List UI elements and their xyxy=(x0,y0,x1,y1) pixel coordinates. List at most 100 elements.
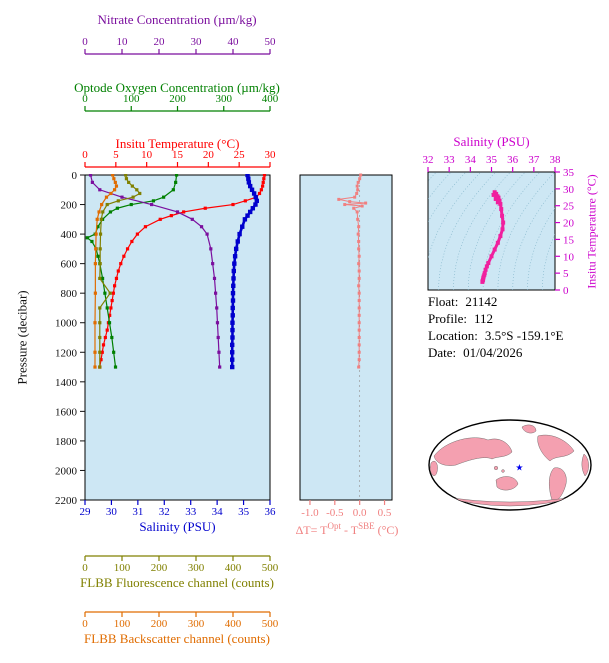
location-line: Location: 3.5°S -159.1°E xyxy=(428,327,563,344)
backscatter-axis: 0 100 200 300 400 500 xyxy=(82,611,279,630)
oxygen-axis: 0 100 200 300 400 xyxy=(82,93,279,112)
svg-text:400: 400 xyxy=(262,93,279,105)
svg-text:100: 100 xyxy=(114,562,131,574)
delta-t-label-sup2: SBE xyxy=(358,521,375,531)
svg-text:400: 400 xyxy=(61,229,78,241)
svg-text:50: 50 xyxy=(265,36,277,48)
svg-text:500: 500 xyxy=(262,618,279,630)
svg-text:0: 0 xyxy=(82,618,88,630)
series-oxygen xyxy=(85,174,179,369)
land-australia xyxy=(495,476,519,491)
svg-text:32: 32 xyxy=(159,506,170,518)
location-label: Location: xyxy=(428,328,478,343)
svg-text:2000: 2000 xyxy=(55,465,78,477)
svg-text:37: 37 xyxy=(528,154,540,166)
svg-text:0.0: 0.0 xyxy=(353,507,367,519)
delta-t-label-mid: - T xyxy=(341,523,359,537)
svg-text:-0.5: -0.5 xyxy=(326,507,344,519)
svg-text:200: 200 xyxy=(151,562,168,574)
fluorescence-axis-title: FLBB Fluorescence channel (counts) xyxy=(80,575,274,590)
svg-text:1400: 1400 xyxy=(55,377,78,389)
svg-text:1600: 1600 xyxy=(55,406,78,418)
svg-text:30: 30 xyxy=(191,36,203,48)
backscatter-axis-title: FLBB Backscatter channel (counts) xyxy=(84,631,270,646)
float-info-block: Float: 21142 Profile: 112 Location: 3.5°S -… xyxy=(428,293,563,361)
svg-text:300: 300 xyxy=(188,618,205,630)
date-label: Date: xyxy=(428,345,457,360)
svg-text:2200: 2200 xyxy=(55,495,78,507)
svg-text:600: 600 xyxy=(61,259,78,271)
svg-text:300: 300 xyxy=(188,562,205,574)
float-id-line: Float: 21142 xyxy=(428,293,563,310)
date-line: Date: 01/04/2026 xyxy=(428,344,563,361)
svg-text:31: 31 xyxy=(132,506,143,518)
svg-text:35: 35 xyxy=(238,506,250,518)
fluorescence-axis: 0 100 200 300 400 500 xyxy=(82,555,279,574)
profile-number-line: Profile: 112 xyxy=(428,310,563,327)
svg-text:40: 40 xyxy=(228,36,240,48)
continents xyxy=(429,424,589,507)
ts-salinity-axis-title: Salinity (PSU) xyxy=(453,134,530,149)
svg-text:30: 30 xyxy=(106,506,118,518)
float-location-marker: ★ xyxy=(515,462,523,472)
land-indonesia-2 xyxy=(501,469,505,473)
oxygen-axis-title: Optode Oxygen Concentration (µm/kg) xyxy=(74,80,280,95)
svg-text:100: 100 xyxy=(123,93,140,105)
ts-plot-area xyxy=(427,171,556,291)
svg-text:0.5: 0.5 xyxy=(378,507,392,519)
svg-text:200: 200 xyxy=(169,93,186,105)
land-indonesia xyxy=(493,466,498,471)
svg-text:0: 0 xyxy=(82,93,88,105)
svg-text:29: 29 xyxy=(80,506,92,518)
profile-series-group xyxy=(85,174,267,370)
svg-text:36: 36 xyxy=(265,506,277,518)
series-backscatter xyxy=(93,174,119,369)
land-africa-east-edge xyxy=(581,453,589,477)
svg-text:30: 30 xyxy=(563,184,575,196)
land-greenland xyxy=(521,424,537,434)
svg-text:100: 100 xyxy=(114,618,131,630)
svg-text:33: 33 xyxy=(185,506,197,518)
svg-text:35: 35 xyxy=(486,154,498,166)
land-south-america xyxy=(549,467,567,502)
svg-text:200: 200 xyxy=(61,200,78,212)
temperature-axis-title: Insitu Temperature (°C) xyxy=(115,136,240,151)
svg-text:15: 15 xyxy=(563,234,575,246)
salinity-axis-title: Salinity (PSU) xyxy=(139,519,216,534)
delta-t-axis-title: ΔT= TOpt - TSBE (°C) xyxy=(282,519,412,538)
svg-text:0: 0 xyxy=(72,170,78,182)
profile-number-label: Profile: xyxy=(428,311,467,326)
svg-text:5: 5 xyxy=(113,149,119,161)
float-id-label: Float: xyxy=(428,294,459,309)
profile-number-value: 112 xyxy=(474,311,494,326)
svg-text:20: 20 xyxy=(563,218,575,230)
svg-text:32: 32 xyxy=(423,154,434,166)
delta-t-label-prefix: ΔT= T xyxy=(295,523,328,537)
svg-text:20: 20 xyxy=(203,149,215,161)
svg-text:25: 25 xyxy=(563,201,575,213)
pressure-axis-title: Pressure (decibar) xyxy=(14,290,30,385)
svg-text:34: 34 xyxy=(465,154,477,166)
main-plot-area xyxy=(84,174,271,501)
svg-text:10: 10 xyxy=(141,149,153,161)
delta-t-label-suffix: (°C) xyxy=(374,523,399,537)
delta-t-label-sup1: Opt xyxy=(327,521,342,531)
temperature-axis: 0 5 10 15 20 25 30 xyxy=(82,149,277,168)
svg-text:30: 30 xyxy=(265,149,277,161)
series-salinity xyxy=(230,174,259,370)
svg-text:400: 400 xyxy=(225,562,242,574)
ts-curve xyxy=(480,190,506,284)
svg-text:1200: 1200 xyxy=(55,347,78,359)
svg-text:1000: 1000 xyxy=(55,318,78,330)
ts-temperature-axis-title: Insitu Temperature (°C) xyxy=(584,174,599,289)
svg-text:15: 15 xyxy=(172,149,184,161)
svg-text:800: 800 xyxy=(61,288,78,300)
date-value: 01/04/2026 xyxy=(463,345,523,360)
nitrate-axis: 0 10 20 30 40 50 xyxy=(82,36,277,55)
svg-text:-1.0: -1.0 xyxy=(301,507,319,519)
delta-t-plot-area xyxy=(299,174,393,501)
svg-text:400: 400 xyxy=(225,618,242,630)
svg-text:0: 0 xyxy=(82,36,88,48)
